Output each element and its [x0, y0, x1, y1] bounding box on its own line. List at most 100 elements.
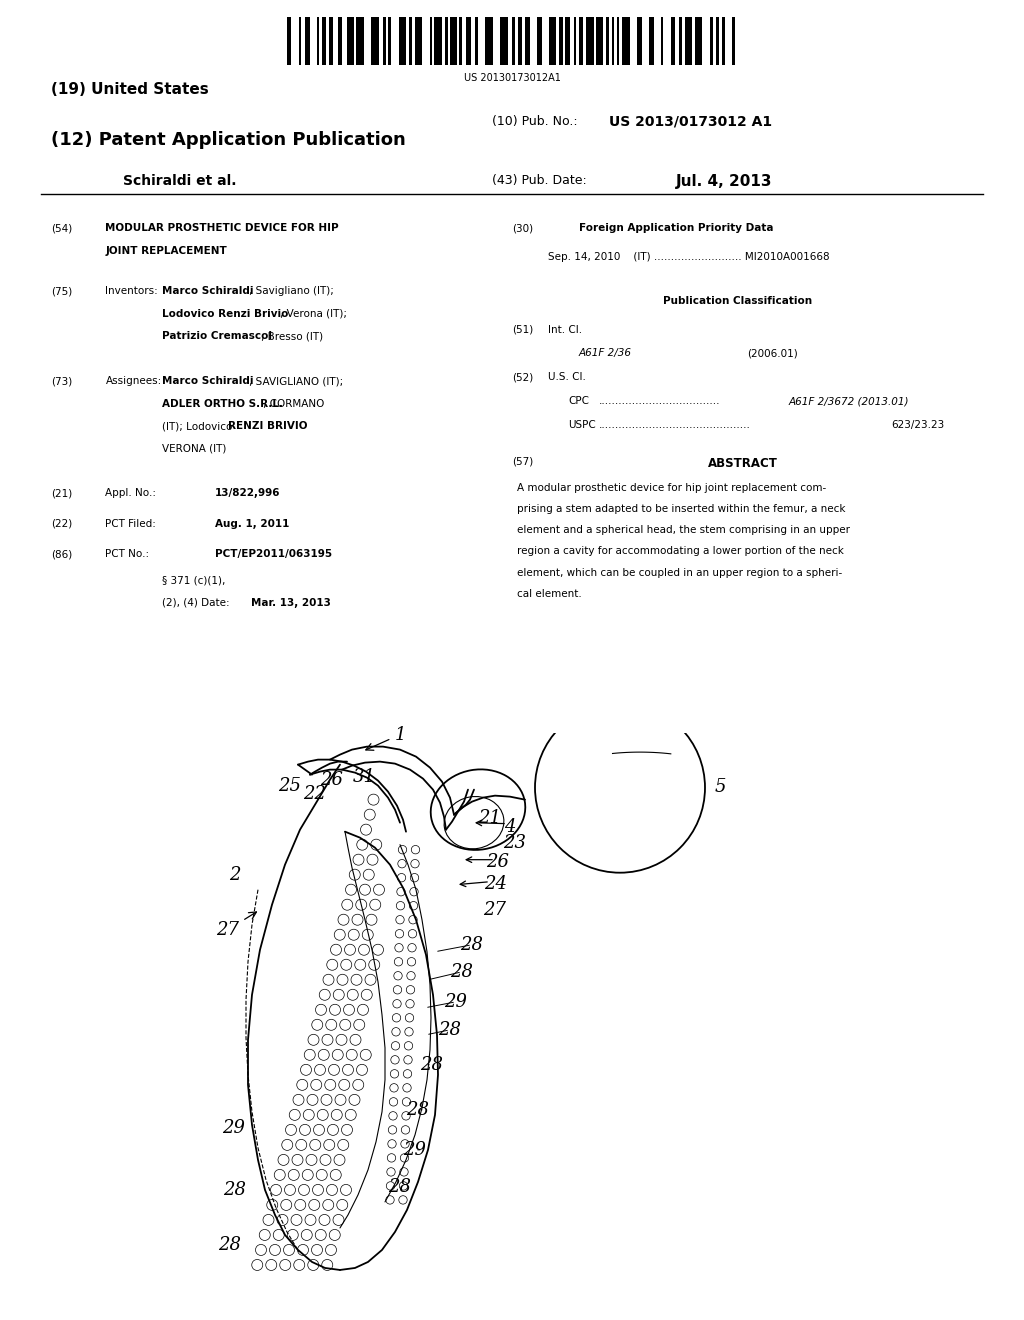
Text: 29: 29 [222, 1119, 246, 1137]
Text: Sep. 14, 2010    (IT) .......................... MI2010A001668: Sep. 14, 2010 (IT) .....................… [548, 252, 829, 263]
Text: A61F 2/3672 (2013.01): A61F 2/3672 (2013.01) [788, 396, 909, 407]
Text: Marco Schiraldi: Marco Schiraldi [162, 376, 253, 387]
Text: 26: 26 [486, 853, 510, 871]
Bar [660, 17, 664, 65]
Text: (86): (86) [51, 549, 73, 560]
Bar [579, 17, 583, 65]
Bar [305, 17, 309, 65]
Text: Mar. 13, 2013: Mar. 13, 2013 [251, 598, 331, 609]
Text: 2: 2 [229, 866, 241, 883]
Bar [460, 17, 462, 65]
Text: region a cavity for accommodating a lower portion of the neck: region a cavity for accommodating a lowe… [517, 546, 844, 557]
Text: § 371 (c)(1),: § 371 (c)(1), [162, 576, 225, 586]
Bar [450, 17, 457, 65]
Text: 29: 29 [444, 993, 468, 1011]
Text: 27: 27 [483, 900, 507, 919]
Text: (52): (52) [512, 372, 534, 383]
Bar [444, 17, 447, 65]
Bar [586, 17, 594, 65]
Bar [500, 17, 508, 65]
Bar [574, 17, 577, 65]
Text: PCT Filed:: PCT Filed: [105, 519, 157, 529]
Bar [525, 17, 529, 65]
Text: 29: 29 [403, 1140, 427, 1159]
Bar [430, 17, 432, 65]
Bar [322, 17, 326, 65]
Bar [606, 17, 609, 65]
Text: , Savigliano (IT);: , Savigliano (IT); [249, 286, 334, 297]
Text: element and a spherical head, the stem comprising in an upper: element and a spherical head, the stem c… [517, 525, 850, 536]
Text: (12) Patent Application Publication: (12) Patent Application Publication [51, 131, 406, 149]
Bar [549, 17, 556, 65]
Bar [559, 17, 563, 65]
Text: 28: 28 [218, 1236, 242, 1254]
Bar [371, 17, 379, 65]
Text: ....................................: .................................... [599, 396, 721, 407]
Bar [475, 17, 478, 65]
Text: (54): (54) [51, 223, 73, 234]
Text: 24: 24 [484, 875, 508, 892]
Text: 28: 28 [407, 1101, 429, 1119]
Text: Publication Classification: Publication Classification [663, 296, 812, 306]
Bar [637, 17, 642, 65]
Text: 28: 28 [388, 1177, 412, 1196]
Bar [317, 17, 319, 65]
Bar [434, 17, 441, 65]
Text: 28: 28 [223, 1181, 247, 1199]
Text: 623/23.23: 623/23.23 [891, 420, 944, 430]
Text: CPC: CPC [568, 396, 590, 407]
Text: Assignees:: Assignees: [105, 376, 162, 387]
Bar [409, 17, 412, 65]
Text: Patrizio Cremascol: Patrizio Cremascol [162, 331, 271, 342]
Text: Schiraldi et al.: Schiraldi et al. [123, 174, 237, 189]
Text: , SAVIGLIANO (IT);: , SAVIGLIANO (IT); [249, 376, 343, 387]
Text: US 2013/0173012 A1: US 2013/0173012 A1 [609, 115, 772, 129]
Text: PCT/EP2011/063195: PCT/EP2011/063195 [215, 549, 332, 560]
Bar [383, 17, 386, 65]
Text: US 20130173012A1: US 20130173012A1 [464, 73, 560, 83]
Bar [287, 17, 291, 65]
Text: (43) Pub. Date:: (43) Pub. Date: [492, 174, 587, 187]
Bar [596, 17, 603, 65]
Text: (2), (4) Date:: (2), (4) Date: [162, 598, 229, 609]
Text: 4: 4 [504, 817, 516, 836]
Text: , Bresso (IT): , Bresso (IT) [261, 331, 324, 342]
Text: cal element.: cal element. [517, 589, 582, 599]
Text: VERONA (IT): VERONA (IT) [162, 444, 226, 454]
Bar [617, 17, 620, 65]
Text: PCT No.:: PCT No.: [105, 549, 150, 560]
Text: (51): (51) [512, 325, 534, 335]
Text: (75): (75) [51, 286, 73, 297]
Text: MODULAR PROSTHETIC DEVICE FOR HIP: MODULAR PROSTHETIC DEVICE FOR HIP [105, 223, 339, 234]
Bar [710, 17, 713, 65]
Text: (21): (21) [51, 488, 73, 499]
Text: ADLER ORTHO S.R.L.: ADLER ORTHO S.R.L. [162, 399, 283, 409]
Text: 21: 21 [478, 809, 502, 826]
Text: 28: 28 [438, 1020, 462, 1039]
Bar [716, 17, 719, 65]
Text: , CORMANO: , CORMANO [263, 399, 325, 409]
Bar [671, 17, 675, 65]
Bar [695, 17, 702, 65]
Text: 13/822,996: 13/822,996 [215, 488, 281, 499]
Bar [722, 17, 725, 65]
Bar [388, 17, 391, 65]
Bar [338, 17, 342, 65]
Text: Foreign Application Priority Data: Foreign Application Priority Data [579, 223, 773, 234]
Bar [623, 17, 630, 65]
Text: 25: 25 [279, 776, 301, 795]
Text: (IT); Lodovico: (IT); Lodovico [162, 421, 236, 432]
Text: (19) United States: (19) United States [51, 82, 209, 96]
Text: 26: 26 [321, 771, 343, 788]
Bar [512, 17, 515, 65]
Text: 28: 28 [451, 962, 473, 981]
Text: ABSTRACT: ABSTRACT [708, 457, 777, 470]
Text: Lodovico Renzi Brivio: Lodovico Renzi Brivio [162, 309, 288, 319]
Text: (57): (57) [512, 457, 534, 467]
Text: 23: 23 [504, 834, 526, 851]
Text: 27: 27 [216, 912, 256, 939]
Text: (73): (73) [51, 376, 73, 387]
Text: Marco Schiraldi: Marco Schiraldi [162, 286, 253, 297]
Bar [415, 17, 422, 65]
Text: Appl. No.:: Appl. No.: [105, 488, 157, 499]
